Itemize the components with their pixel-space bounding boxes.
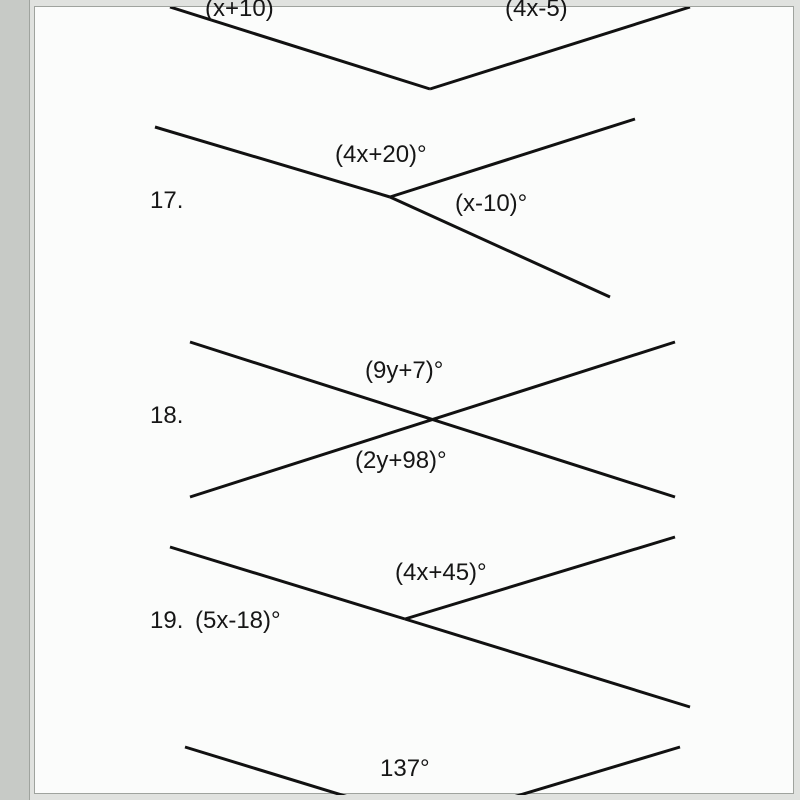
angle-19-top: (4x+45)° — [395, 559, 487, 587]
angle-18-top: (9y+7)° — [365, 357, 443, 385]
problem-number-19: 19. — [150, 607, 183, 635]
angle-17-top: (4x+20)° — [335, 141, 427, 169]
figure-20-partial — [185, 747, 680, 795]
left-sidebar-strip — [0, 0, 30, 800]
angle-18-bottom: (2y+98)° — [355, 447, 447, 475]
expr-16-left: (x+10) — [205, 0, 274, 23]
problem-number-18: 18. — [150, 402, 183, 430]
problem-number-17: 17. — [150, 187, 183, 215]
geometry-figures — [35, 7, 795, 795]
expr-16-right: (4x-5) — [505, 0, 568, 23]
angle-19-left: (5x-18)° — [195, 607, 281, 635]
angle-17-side: (x-10)° — [455, 190, 527, 218]
worksheet-page: (x+10) (4x-5) 17. (4x+20)° (x-10)° 18. (… — [34, 6, 794, 794]
angle-20-top: 137° — [380, 755, 430, 783]
